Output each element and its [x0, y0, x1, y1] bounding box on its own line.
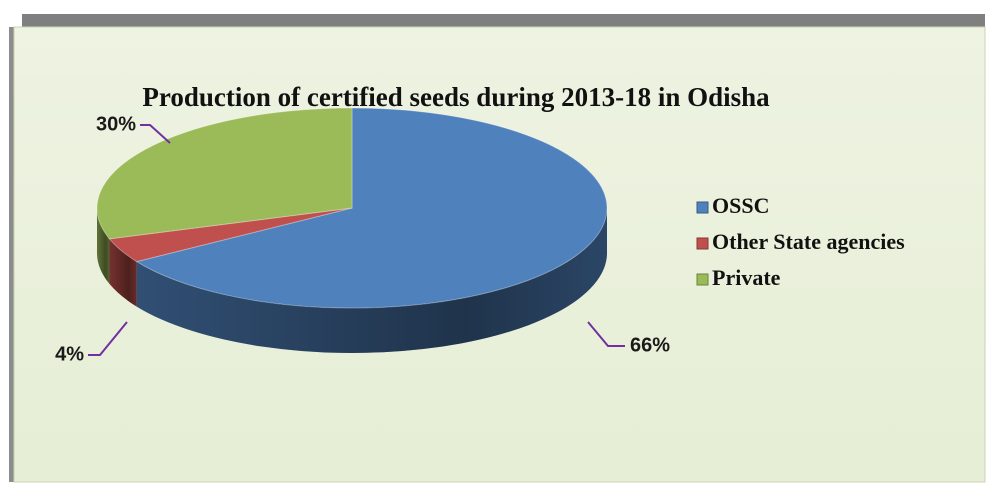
legend-swatch — [696, 237, 709, 250]
legend-swatch — [696, 201, 709, 214]
legend-swatch — [696, 273, 709, 286]
chart-title: Production of certified seeds during 201… — [142, 82, 770, 112]
pie-slice — [96, 107, 353, 240]
leader-line — [587, 321, 625, 347]
pie-side-shade — [136, 208, 607, 353]
data-label: 4% — [55, 343, 84, 365]
pie: 66% 4% 30% — [55, 107, 670, 365]
pie-side-shade — [109, 238, 137, 307]
leader-line — [140, 124, 171, 144]
data-label: 30% — [96, 113, 136, 135]
legend-label: Other State agencies — [712, 229, 905, 254]
legend: OSSC Other State agencies Private — [696, 193, 905, 290]
pie-slice — [108, 207, 353, 263]
pie-side-shade — [97, 208, 110, 284]
data-label: 66% — [630, 334, 670, 356]
legend-label: OSSC — [712, 193, 769, 218]
pie-slice — [135, 107, 608, 309]
frame-left — [9, 27, 14, 482]
leader-line — [88, 321, 128, 356]
legend-label: Private — [712, 265, 781, 290]
frame-top — [22, 14, 985, 27]
